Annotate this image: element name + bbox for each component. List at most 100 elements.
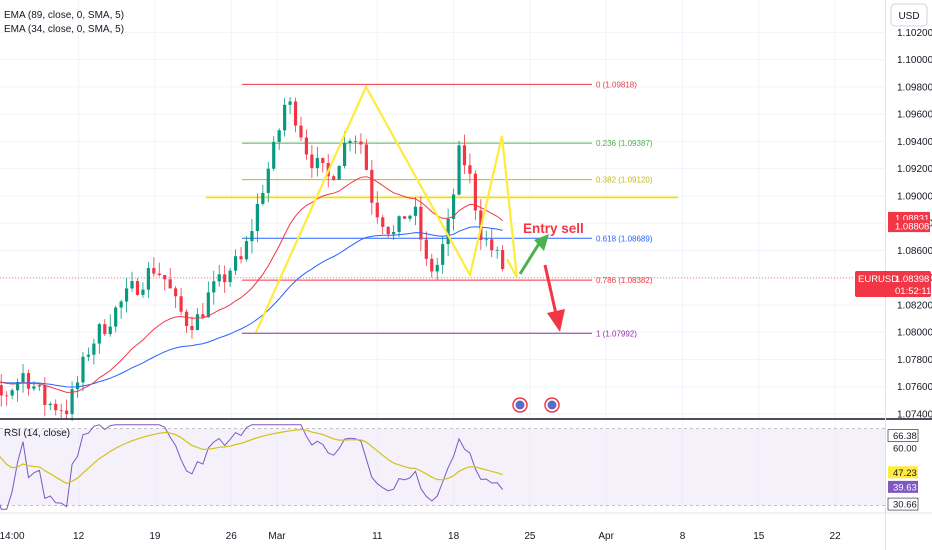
current-price: 1.08398	[895, 274, 929, 285]
ema-34-legend[interactable]: EMA (34, close, 0, SMA, 5)	[4, 24, 124, 35]
candle-body	[370, 169, 374, 203]
candle-body	[233, 256, 238, 271]
rsi-tag-box	[888, 466, 918, 479]
time-axis[interactable]: 14:00 12 19 26 Mar 11 18 25 Apr 8 15 22	[0, 531, 841, 542]
candle-body	[359, 141, 363, 145]
price-tick-label: 1.10200	[897, 28, 932, 39]
candle-body	[473, 173, 477, 211]
candle-body	[130, 281, 134, 289]
candle-body	[310, 154, 314, 169]
candle-body	[435, 264, 439, 272]
rsi-legend[interactable]: RSI (14, close)	[4, 428, 70, 439]
price-tick-label: 1.07400	[897, 410, 932, 421]
candle-body	[272, 141, 276, 169]
time-tick-label: 25	[524, 531, 536, 542]
candle-body	[86, 354, 91, 357]
fib-level-label: 0 (1.09818)	[596, 80, 637, 89]
up-arrow-shaft	[518, 241, 542, 275]
candle-body	[430, 258, 434, 272]
main-grid	[0, 0, 885, 418]
candle-body	[81, 356, 85, 383]
down-arrow-head	[547, 309, 565, 332]
w-pattern-line[interactable]	[254, 84, 519, 333]
rsi-tag-label: 60.00	[893, 443, 917, 454]
candle-body	[97, 324, 101, 344]
time-tick-label: 18	[448, 531, 460, 542]
current-price-tag: EURUSD 1.08398 01:52:11	[855, 270, 931, 297]
candle-body	[337, 166, 341, 180]
candle-body	[59, 410, 63, 412]
candle-body	[321, 157, 325, 164]
candle-body	[441, 244, 445, 265]
candle-body	[114, 307, 118, 327]
candle-body	[293, 101, 298, 126]
candle-body	[462, 145, 467, 166]
prediction-arrows[interactable]	[518, 234, 565, 332]
candle-body	[277, 130, 281, 142]
candle-body	[413, 206, 418, 216]
candle-body	[168, 279, 172, 289]
rsi-line	[0, 424, 503, 510]
price-tick-label: 1.09400	[897, 137, 932, 148]
ema-89-legend[interactable]: EMA (89, close, 0, SMA, 5)	[4, 10, 124, 21]
price-tick-label: 1.08200	[897, 300, 932, 311]
price-tag-label: 1.08831	[895, 213, 929, 224]
candle-body	[15, 382, 20, 391]
candle-body	[212, 281, 216, 293]
fibonacci-retracement[interactable]: 0 (1.09818) 0.236 (1.09387) 0.382 (1.09120…	[242, 80, 653, 338]
ema-34-line	[0, 176, 503, 393]
candle-body	[501, 249, 505, 270]
candle-body	[48, 403, 52, 405]
candle-body	[364, 144, 368, 170]
rsi-tag-label: 47.23	[893, 468, 917, 479]
price-axis[interactable]: 1.074001.076001.078001.080001.082001.084…	[897, 28, 932, 421]
candle-body	[261, 192, 265, 204]
time-tick-label: 11	[372, 531, 383, 542]
economic-events[interactable]	[512, 397, 560, 413]
candle-body	[206, 292, 210, 318]
candle-body	[223, 274, 227, 283]
candle-body	[103, 324, 107, 335]
candle-body	[157, 273, 161, 275]
candle-body	[348, 140, 352, 143]
candle-body	[451, 194, 456, 219]
candle-body	[490, 239, 494, 251]
candle-body	[315, 157, 319, 169]
currency-button-box[interactable]	[890, 3, 928, 27]
candle-body	[92, 343, 96, 355]
candle-body	[244, 241, 249, 260]
candle-body	[446, 218, 450, 245]
ema-89-line	[0, 226, 503, 388]
candle-body	[386, 226, 390, 235]
rsi-tag-label: 39.63	[893, 482, 917, 493]
bar-countdown: 01:52:11	[895, 286, 931, 297]
rsi-tag-label: 30.66	[893, 500, 917, 511]
candle-body	[21, 373, 25, 383]
entry-sell-annotation[interactable]: Entry sell	[523, 221, 584, 236]
candle-body	[10, 390, 14, 396]
price-tick-label: 1.09000	[897, 191, 932, 202]
candle-body	[0, 385, 3, 396]
candle-body	[201, 314, 205, 318]
candle-body	[141, 289, 145, 295]
price-tick-label: 1.09600	[897, 110, 932, 121]
price-tick-label: 1.08000	[897, 328, 932, 339]
candle-body	[484, 239, 488, 241]
currency-button[interactable]: USD	[898, 11, 919, 22]
candle-body	[375, 202, 379, 218]
candle-body	[32, 386, 36, 389]
candle-body	[468, 165, 472, 174]
candle-body	[304, 137, 309, 155]
candlestick-series	[0, 96, 505, 422]
price-tick-label: 1.07800	[897, 355, 932, 366]
candle-body	[26, 373, 31, 389]
candle-body	[255, 203, 259, 232]
candle-body	[119, 301, 123, 308]
candle-body	[381, 217, 385, 227]
candle-body	[283, 104, 287, 131]
candle-body	[108, 326, 112, 335]
time-tick-label: 8	[680, 531, 686, 542]
candle-body	[288, 101, 292, 105]
